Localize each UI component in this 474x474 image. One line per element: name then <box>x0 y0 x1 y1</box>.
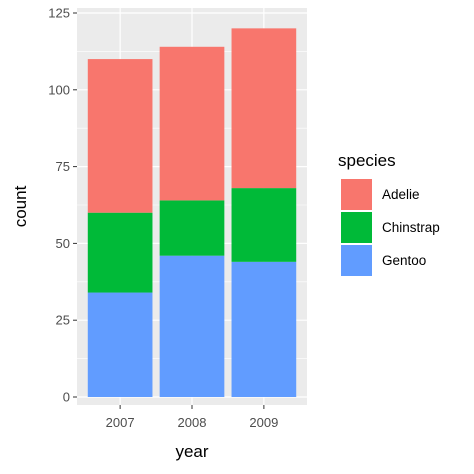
bar-gentoo-2007 <box>87 292 153 397</box>
x-axis-title: year <box>175 442 208 461</box>
y-tick-label: 50 <box>56 236 70 251</box>
bar-adelie-2007 <box>87 59 153 213</box>
bar-chinstrap-2007 <box>87 212 153 293</box>
legend-key-gentoo <box>341 245 372 276</box>
y-tick-label: 100 <box>48 82 70 97</box>
legend-label-chinstrap: Chinstrap <box>382 220 440 235</box>
x-tick-label: 2007 <box>106 415 135 430</box>
legend-label-gentoo: Gentoo <box>382 253 426 268</box>
legend-label-adelie: Adelie <box>382 187 420 202</box>
bar-gentoo-2009 <box>231 261 297 397</box>
bar-adelie-2009 <box>231 28 297 189</box>
y-tick-label: 75 <box>56 159 70 174</box>
bar-chinstrap-2008 <box>159 200 225 256</box>
bar-adelie-2008 <box>159 46 225 201</box>
legend: species Adelie Chinstrap Gentoo <box>338 151 440 276</box>
x-axis: 2007 2008 2009 <box>106 405 278 430</box>
bar-gentoo-2008 <box>159 255 225 397</box>
x-tick-label: 2008 <box>178 415 207 430</box>
legend-key-adelie <box>341 179 372 210</box>
bar-chinstrap-2009 <box>231 188 297 262</box>
y-tick-label: 25 <box>56 313 70 328</box>
legend-title: species <box>338 151 396 170</box>
x-tick-label: 2009 <box>249 415 278 430</box>
y-axis: 0 25 50 75 100 125 <box>48 6 77 405</box>
legend-key-chinstrap <box>341 212 372 243</box>
y-tick-label: 125 <box>48 6 70 21</box>
bars <box>87 28 297 397</box>
y-tick-label: 0 <box>63 390 70 405</box>
y-axis-title: count <box>11 185 30 227</box>
